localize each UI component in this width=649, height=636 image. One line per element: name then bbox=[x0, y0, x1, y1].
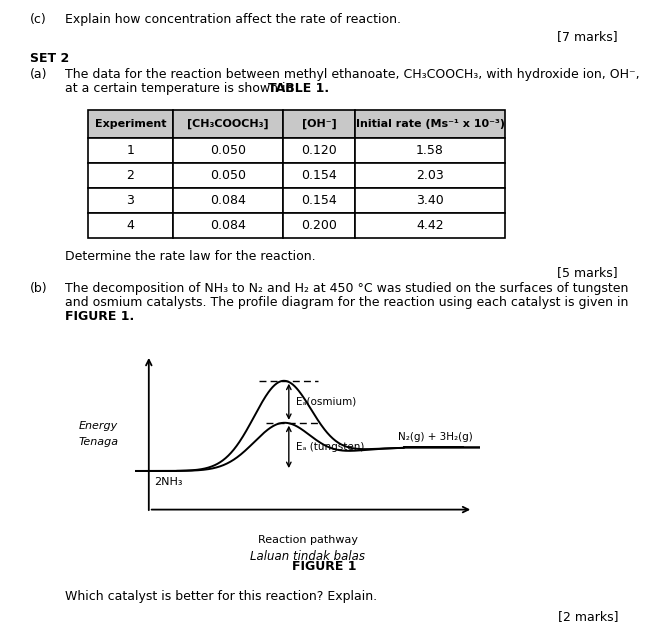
Bar bbox=[355, 188, 505, 213]
Text: N₂(g) + 3H₂(g): N₂(g) + 3H₂(g) bbox=[398, 432, 472, 443]
Text: Tenaga: Tenaga bbox=[79, 438, 119, 447]
Text: Experiment: Experiment bbox=[95, 119, 166, 129]
Bar bbox=[355, 213, 505, 238]
Text: (c): (c) bbox=[30, 13, 47, 26]
Text: 2.03: 2.03 bbox=[416, 169, 444, 182]
Text: [OH⁻]: [OH⁻] bbox=[302, 119, 336, 129]
Text: 0.200: 0.200 bbox=[301, 219, 337, 232]
Bar bbox=[283, 138, 355, 163]
Text: 3.40: 3.40 bbox=[416, 194, 444, 207]
Bar bbox=[283, 213, 355, 238]
Text: The decomposition of NH₃ to N₂ and H₂ at 450 °C was studied on the surfaces of t: The decomposition of NH₃ to N₂ and H₂ at… bbox=[65, 282, 628, 295]
Text: FIGURE 1: FIGURE 1 bbox=[292, 560, 356, 573]
Text: 0.050: 0.050 bbox=[210, 144, 246, 157]
Bar bbox=[88, 110, 173, 138]
Bar bbox=[355, 110, 505, 138]
Text: [CH₃COOCH₃]: [CH₃COOCH₃] bbox=[187, 119, 269, 129]
Bar bbox=[355, 138, 505, 163]
Text: Eₐ (tungsten): Eₐ (tungsten) bbox=[296, 442, 364, 452]
Bar bbox=[173, 138, 283, 163]
Text: Reaction pathway: Reaction pathway bbox=[258, 535, 358, 545]
Text: Laluan tindak balas: Laluan tindak balas bbox=[250, 550, 365, 563]
Bar bbox=[283, 163, 355, 188]
Text: Determine the rate law for the reaction.: Determine the rate law for the reaction. bbox=[65, 250, 315, 263]
Text: 0.084: 0.084 bbox=[210, 194, 246, 207]
Text: 0.154: 0.154 bbox=[301, 169, 337, 182]
Text: 1: 1 bbox=[127, 144, 134, 157]
Text: 4.42: 4.42 bbox=[416, 219, 444, 232]
Text: 4: 4 bbox=[127, 219, 134, 232]
Text: 1.58: 1.58 bbox=[416, 144, 444, 157]
Bar bbox=[283, 188, 355, 213]
Text: (b): (b) bbox=[30, 282, 47, 295]
Bar bbox=[88, 188, 173, 213]
Text: 3: 3 bbox=[127, 194, 134, 207]
Text: 0.084: 0.084 bbox=[210, 219, 246, 232]
Text: FIGURE 1.: FIGURE 1. bbox=[65, 310, 134, 323]
Bar bbox=[173, 163, 283, 188]
Text: Energy: Energy bbox=[79, 420, 118, 431]
Text: Which catalyst is better for this reaction? Explain.: Which catalyst is better for this reacti… bbox=[65, 590, 377, 603]
Bar bbox=[283, 110, 355, 138]
Text: 2NH₃: 2NH₃ bbox=[154, 477, 182, 487]
Text: 0.120: 0.120 bbox=[301, 144, 337, 157]
Bar bbox=[173, 188, 283, 213]
Text: (a): (a) bbox=[30, 68, 47, 81]
Text: [2 marks]: [2 marks] bbox=[557, 610, 618, 623]
Text: 0.050: 0.050 bbox=[210, 169, 246, 182]
Text: TABLE 1.: TABLE 1. bbox=[268, 82, 329, 95]
Text: at a certain temperature is shown in: at a certain temperature is shown in bbox=[65, 82, 297, 95]
Bar bbox=[355, 163, 505, 188]
Text: Eₐ(osmium): Eₐ(osmium) bbox=[296, 397, 356, 407]
Text: 2: 2 bbox=[127, 169, 134, 182]
Bar bbox=[173, 110, 283, 138]
Bar bbox=[173, 213, 283, 238]
Text: [5 marks]: [5 marks] bbox=[557, 266, 618, 279]
Text: SET 2: SET 2 bbox=[30, 52, 69, 65]
Bar bbox=[88, 163, 173, 188]
Text: The data for the reaction between methyl ethanoate, CH₃COOCH₃, with hydroxide io: The data for the reaction between methyl… bbox=[65, 68, 640, 81]
Bar bbox=[88, 138, 173, 163]
Bar bbox=[88, 213, 173, 238]
Text: Initial rate (Ms⁻¹ x 10⁻³): Initial rate (Ms⁻¹ x 10⁻³) bbox=[356, 119, 504, 129]
Text: Explain how concentration affect the rate of reaction.: Explain how concentration affect the rat… bbox=[65, 13, 401, 26]
Text: 0.154: 0.154 bbox=[301, 194, 337, 207]
Text: [7 marks]: [7 marks] bbox=[557, 30, 618, 43]
Text: and osmium catalysts. The profile diagram for the reaction using each catalyst i: and osmium catalysts. The profile diagra… bbox=[65, 296, 628, 309]
